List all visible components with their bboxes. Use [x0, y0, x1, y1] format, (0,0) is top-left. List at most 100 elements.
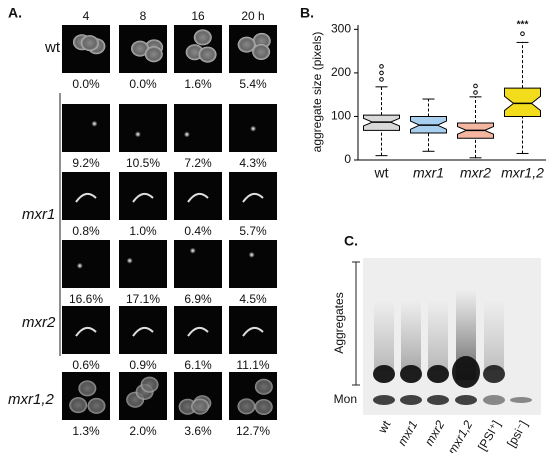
aggregate-dot [250, 125, 257, 132]
micrograph [119, 306, 167, 354]
significance: *** [517, 19, 529, 30]
aggregate-dot [189, 247, 196, 254]
aggregates-label: Aggregates [332, 292, 346, 353]
y-tick-label: 200 [331, 65, 351, 79]
aggregate-band [483, 365, 505, 383]
smear [401, 300, 421, 370]
monomer-band [427, 395, 449, 405]
percentage: 0.8% [72, 224, 100, 238]
percentage: 12.7% [236, 424, 270, 438]
percentage: 3.6% [184, 424, 212, 438]
outlier [379, 77, 384, 82]
lane-label: mxr1 [395, 418, 420, 448]
micrograph [62, 104, 110, 152]
percentage: 0.6% [72, 358, 100, 372]
lane-label: [psi⁻] [504, 418, 530, 450]
panel-label: C. [344, 233, 358, 249]
time-label: 16 [191, 9, 205, 23]
aggregate-ring [132, 326, 154, 337]
monomer-band [400, 395, 422, 405]
micrograph [229, 306, 277, 354]
cell [193, 29, 212, 46]
micrograph [119, 240, 167, 288]
time-label: 4 [83, 9, 90, 23]
time-label: 8 [140, 9, 147, 23]
monomer-band [455, 395, 477, 405]
panel-label: B. [300, 5, 314, 21]
smear [374, 300, 394, 370]
cell [191, 398, 210, 415]
percentage: 16.6% [69, 292, 103, 306]
percentage: 1.6% [184, 77, 212, 91]
cell [252, 43, 271, 60]
aggregate-dot [134, 131, 141, 138]
aggregate-band [400, 365, 422, 383]
aggregate-dot [126, 257, 133, 264]
aggregate-band [373, 365, 395, 383]
cell [131, 40, 150, 57]
percentage: 5.7% [239, 224, 267, 238]
percentage: 0.0% [129, 77, 157, 91]
time-label: 20 h [241, 9, 264, 23]
y-tick-label: 300 [331, 22, 351, 36]
cell [254, 378, 273, 395]
percentage: 0.0% [72, 77, 100, 91]
strain-label: mxr1 [22, 206, 55, 223]
micrograph [174, 306, 222, 354]
aggregate-dot [248, 251, 255, 258]
aggregate-dot [183, 131, 190, 138]
panel-label: A. [8, 5, 22, 21]
percentage: 4.5% [239, 292, 267, 306]
cell [178, 398, 197, 415]
aggregate-dot [76, 262, 83, 269]
monomer-label: Mon [334, 392, 357, 406]
box [504, 87, 541, 117]
aggregate-ring [187, 326, 209, 337]
percentage: 9.2% [72, 156, 100, 170]
percentage: 11.1% [236, 358, 269, 372]
percentage: 7.2% [184, 156, 212, 170]
strain-label: mxr2 [22, 314, 56, 331]
lane-label: [PSI⁺] [475, 418, 503, 453]
outlier [379, 70, 384, 76]
strain-label: mxr1,2 [8, 391, 55, 408]
aggregate-ring [242, 192, 264, 203]
percentage: 1.3% [72, 424, 100, 438]
cell [144, 46, 163, 63]
aggregate-ring [75, 326, 97, 337]
percentage: 10.5% [126, 156, 160, 170]
micrograph [62, 172, 110, 220]
cell [78, 380, 97, 397]
monomer-band [510, 397, 532, 403]
aggregate-ring [187, 192, 209, 203]
cell [254, 398, 273, 415]
percentage: 1.0% [129, 224, 157, 238]
x-tick-label: mxr2 [460, 165, 491, 181]
monomer-band [483, 395, 505, 405]
y-axis-label: aggregate size (pixels) [310, 32, 324, 153]
lane-label: mxr1,2 [445, 418, 476, 453]
micrograph [174, 172, 222, 220]
micrograph [229, 172, 277, 220]
strain-label: wt [44, 39, 61, 56]
aggregate-band [427, 365, 449, 383]
percentage: 0.9% [129, 358, 157, 372]
percentage: 5.4% [239, 77, 267, 91]
lane-label: wt [375, 418, 394, 437]
outlier [379, 64, 384, 69]
percentage: 17.1% [126, 292, 160, 306]
lane-label: mxr2 [422, 418, 448, 448]
aggregate-ring [132, 192, 154, 203]
smear [428, 300, 448, 370]
cell [237, 398, 256, 415]
percentage: 6.9% [184, 292, 212, 306]
monomer-band [373, 395, 395, 405]
cell [69, 397, 88, 414]
cell [198, 46, 217, 63]
micrograph [229, 240, 277, 288]
percentage: 6.1% [184, 358, 212, 372]
aggregate-dot [91, 120, 98, 127]
percentage: 2.0% [129, 424, 157, 438]
percentage: 4.3% [239, 156, 267, 170]
percentage: 0.4% [184, 224, 212, 238]
